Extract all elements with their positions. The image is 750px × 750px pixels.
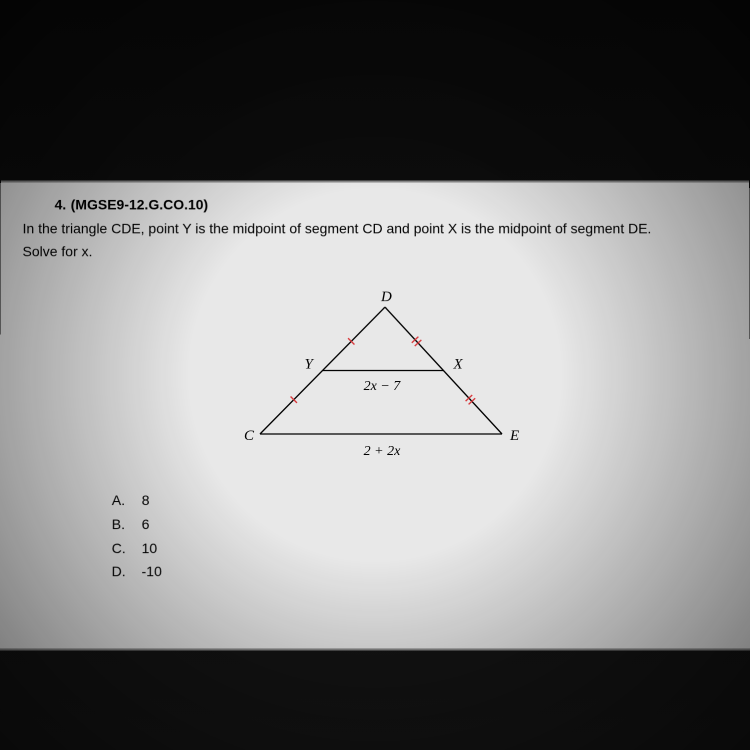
choice-letter: C. (112, 537, 138, 561)
svg-text:D: D (380, 289, 392, 305)
svg-text:2 + 2x: 2 + 2x (364, 444, 401, 459)
choice-letter: D. (112, 561, 138, 585)
answer-choices: A. 8 B. 6 C. 10 D. -10 (112, 489, 729, 584)
question-prompt-line1: In the triangle CDE, point Y is the midp… (23, 218, 728, 239)
svg-text:E: E (509, 428, 519, 444)
choice-value: -10 (142, 564, 162, 580)
svg-text:C: C (244, 428, 255, 444)
choice-d: D. -10 (112, 561, 729, 585)
choice-letter: A. (112, 489, 138, 513)
question-prompt-line2: Solve for x. (22, 243, 727, 259)
choice-c: C. 10 (112, 537, 729, 561)
question-number: 4. (55, 196, 67, 212)
choice-a: A. 8 (112, 489, 729, 513)
svg-text:Y: Y (305, 357, 315, 373)
svg-text:X: X (452, 357, 463, 373)
choice-letter: B. (112, 513, 138, 537)
choice-value: 6 (142, 516, 150, 532)
triangle-diagram: D C E Y X 2x − 7 2 + 2x (22, 289, 728, 469)
svg-text:2x − 7: 2x − 7 (364, 379, 402, 394)
question-header: 4. (MGSE9-12.G.CO.10) (23, 196, 728, 214)
worksheet-screen-region: 4. (MGSE9-12.G.CO.10) In the triangle CD… (0, 181, 750, 651)
triangle-svg: D C E Y X 2x − 7 2 + 2x (230, 289, 520, 469)
choice-value: 8 (142, 492, 150, 508)
choice-value: 10 (142, 540, 158, 556)
standard-code: (MGSE9-12.G.CO.10) (71, 196, 208, 212)
choice-b: B. 6 (112, 513, 729, 537)
